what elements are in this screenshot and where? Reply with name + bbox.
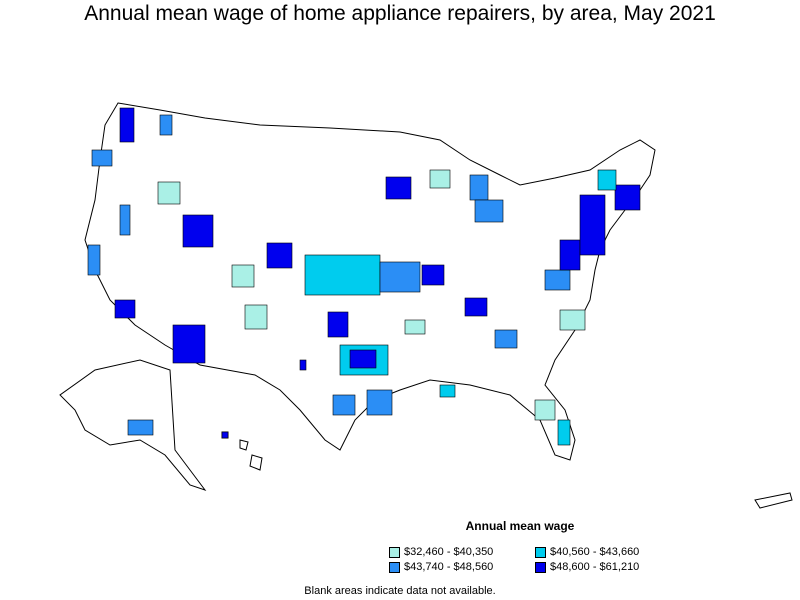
- legend-item: $40,560 - $43,660: [535, 546, 639, 558]
- region: [182, 214, 214, 248]
- region: [439, 384, 456, 398]
- region: [385, 176, 412, 200]
- region: [127, 419, 154, 436]
- region: [157, 181, 181, 205]
- footnote: Blank areas indicate data not available.: [304, 585, 496, 597]
- region: [469, 174, 489, 201]
- hawaii-outline: [221, 431, 263, 471]
- region: [421, 264, 445, 286]
- region: [327, 311, 349, 338]
- map-title: Annual mean wage of home appliance repai…: [84, 2, 716, 25]
- region: [557, 419, 571, 446]
- region: [266, 242, 293, 269]
- region: [559, 309, 586, 331]
- region: [159, 114, 173, 136]
- region: [172, 324, 206, 364]
- region: [579, 194, 606, 256]
- legend-title: Annual mean wage: [465, 519, 575, 533]
- region: [114, 299, 136, 319]
- region: [474, 199, 504, 223]
- region: [91, 149, 113, 167]
- region: [597, 169, 617, 191]
- region: [534, 399, 556, 421]
- region: [404, 319, 426, 335]
- region: [349, 349, 377, 369]
- region: [244, 304, 268, 330]
- legend-swatch: [535, 546, 546, 558]
- region: [299, 359, 307, 371]
- region: [559, 239, 581, 271]
- legend-item: $32,460 - $40,350: [389, 546, 493, 558]
- region: [119, 204, 131, 236]
- legend-swatch: [389, 546, 400, 558]
- puerto-rico-outline: [754, 492, 793, 509]
- region: [464, 297, 488, 317]
- region: [494, 329, 518, 349]
- region: [304, 254, 381, 296]
- region: [429, 169, 451, 189]
- region: [366, 389, 393, 416]
- region: [544, 269, 571, 291]
- region: [231, 264, 255, 288]
- region: [87, 244, 101, 276]
- legend-swatch: [535, 561, 546, 573]
- region: [332, 394, 356, 416]
- region: [221, 431, 229, 439]
- wage-regions: [87, 107, 641, 446]
- legend-swatch: [389, 561, 400, 573]
- region: [614, 184, 641, 211]
- region: [379, 261, 421, 293]
- legend-item: $43,740 - $48,560: [389, 561, 493, 573]
- legend-item: $48,600 - $61,210: [535, 561, 639, 573]
- region: [119, 107, 135, 143]
